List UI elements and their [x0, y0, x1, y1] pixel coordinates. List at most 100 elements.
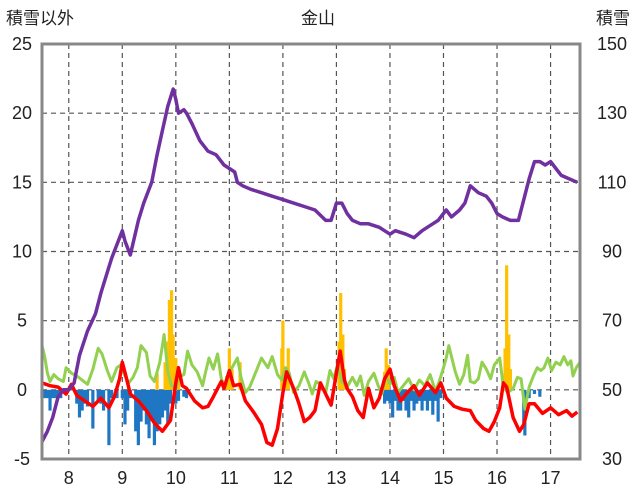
- x-axis: 8 9 10 11 12 13 14 15 16 17: [64, 468, 561, 488]
- precipitation-bar: [169, 290, 174, 390]
- snow-change-bar: [136, 389, 140, 446]
- snow-change-bar: [182, 389, 186, 397]
- left-y-tick-label: 0: [17, 380, 27, 400]
- snow-change-bar: [428, 389, 432, 401]
- left-y-tick-label: 10: [12, 242, 32, 262]
- right-y-tick-label: 150: [597, 34, 627, 54]
- snow-change-bar: [538, 389, 542, 397]
- snow-change-bar: [48, 389, 52, 411]
- snow-change-bar: [152, 389, 157, 446]
- left-y-tick-label: 20: [12, 103, 32, 123]
- precipitation-bar: [507, 334, 511, 390]
- precipitation-bar: [505, 265, 509, 390]
- snow-change-bar: [96, 389, 100, 401]
- snow-change-bar: [126, 389, 130, 411]
- snow-change-bar: [45, 389, 49, 399]
- x-tick-label: 15: [433, 468, 453, 488]
- x-tick-label: 16: [487, 468, 507, 488]
- precipitation-bar: [163, 362, 167, 390]
- snow-change-bar: [388, 389, 392, 404]
- left-y-tick-label: -5: [14, 449, 30, 469]
- snow-change-bar: [168, 389, 173, 404]
- snow-change-bar: [160, 389, 165, 418]
- right-y-tick-label: 110: [598, 172, 627, 192]
- snow-change-bar: [412, 389, 416, 411]
- snow-change-bar: [420, 389, 424, 411]
- snow-change-bar: [433, 389, 438, 401]
- precipitation-bar: [167, 299, 172, 390]
- snow-change-bar: [91, 389, 95, 429]
- lines-layer: [40, 87, 582, 447]
- snow-change-bar: [144, 389, 148, 425]
- snow-change-bar: [150, 389, 154, 418]
- snow-change-bar: [158, 389, 162, 425]
- snow-change-bar: [407, 389, 411, 418]
- x-tick-label: 9: [117, 468, 127, 488]
- chart-title: 金山: [301, 9, 335, 29]
- snow-change-bar: [142, 389, 146, 411]
- left-y-tick-label: 25: [12, 34, 32, 54]
- snow-change-bar: [109, 389, 114, 399]
- x-tick-label: 10: [166, 468, 186, 488]
- snow-change-bar: [415, 389, 419, 404]
- snow-change-bar: [77, 389, 82, 418]
- snow-change-bar: [43, 389, 47, 399]
- other-series-line: [40, 333, 582, 411]
- right-y-axis: 30 50 70 90 110 130 150: [597, 34, 627, 469]
- precipitation-bar: [386, 364, 390, 390]
- snow-change-bar: [532, 389, 537, 394]
- snow-change-bar: [425, 389, 430, 411]
- temperature-line: [41, 349, 579, 447]
- right-y-tick-label: 90: [602, 242, 622, 262]
- precipitation-bar: [508, 369, 513, 390]
- x-tick-label: 14: [380, 468, 400, 488]
- right-y-tick-label: 30: [602, 449, 622, 469]
- right-y-tick-label: 130: [597, 103, 627, 123]
- right-y-tick-label: 50: [602, 380, 622, 400]
- snow-change-bar: [383, 389, 387, 404]
- snow-change-bar: [423, 389, 427, 401]
- snow-change-bar: [107, 389, 111, 446]
- x-tick-label: 12: [273, 468, 293, 488]
- snow-change-bar: [163, 389, 167, 411]
- x-tick-label: 8: [64, 468, 74, 488]
- snow-change-bar: [83, 389, 87, 404]
- snow-change-bar: [385, 389, 389, 401]
- x-tick-label: 11: [220, 468, 239, 488]
- snow-change-bar: [53, 389, 57, 399]
- snow-change-bar: [184, 389, 189, 399]
- right-axis-label: 積雪: [596, 9, 630, 29]
- snow-change-bar: [436, 389, 440, 422]
- snow-change-bar: [523, 389, 527, 436]
- left-y-axis: -5 0 5 10 15 20 25: [12, 34, 32, 469]
- precipitation-bar: [503, 348, 507, 390]
- x-tick-label: 17: [541, 468, 561, 488]
- snow-change-bar: [409, 389, 413, 401]
- snow-depth-line: [40, 87, 578, 443]
- precipitation-bar: [281, 320, 285, 390]
- snow-change-bar: [431, 389, 435, 415]
- snow-change-bar: [174, 389, 178, 404]
- snow-change-bar: [393, 389, 397, 401]
- left-axis-label: 積雪以外: [6, 9, 74, 29]
- snow-change-bar: [404, 389, 408, 411]
- snow-change-bar: [123, 389, 127, 425]
- left-y-tick-label: 5: [17, 311, 27, 331]
- snow-change-bar: [439, 389, 443, 399]
- snow-change-bar: [396, 389, 400, 411]
- precipitation-bar: [339, 293, 343, 390]
- snow-change-bar: [155, 389, 159, 432]
- snow-change-bar: [51, 389, 55, 399]
- snow-change-bar: [85, 389, 90, 407]
- plot-frame: [40, 42, 582, 461]
- left-y-tick-label: 15: [12, 172, 32, 192]
- snow-change-bar: [391, 389, 395, 418]
- snow-change-bar: [134, 389, 138, 432]
- x-tick-label: 13: [326, 468, 346, 488]
- precipitation-bar: [171, 334, 175, 390]
- precipitation-bar: [384, 348, 388, 390]
- snow-change-bar: [120, 389, 124, 399]
- right-y-tick-label: 70: [602, 311, 622, 331]
- snow-change-bar: [176, 389, 181, 401]
- snow-change-bar: [166, 389, 170, 425]
